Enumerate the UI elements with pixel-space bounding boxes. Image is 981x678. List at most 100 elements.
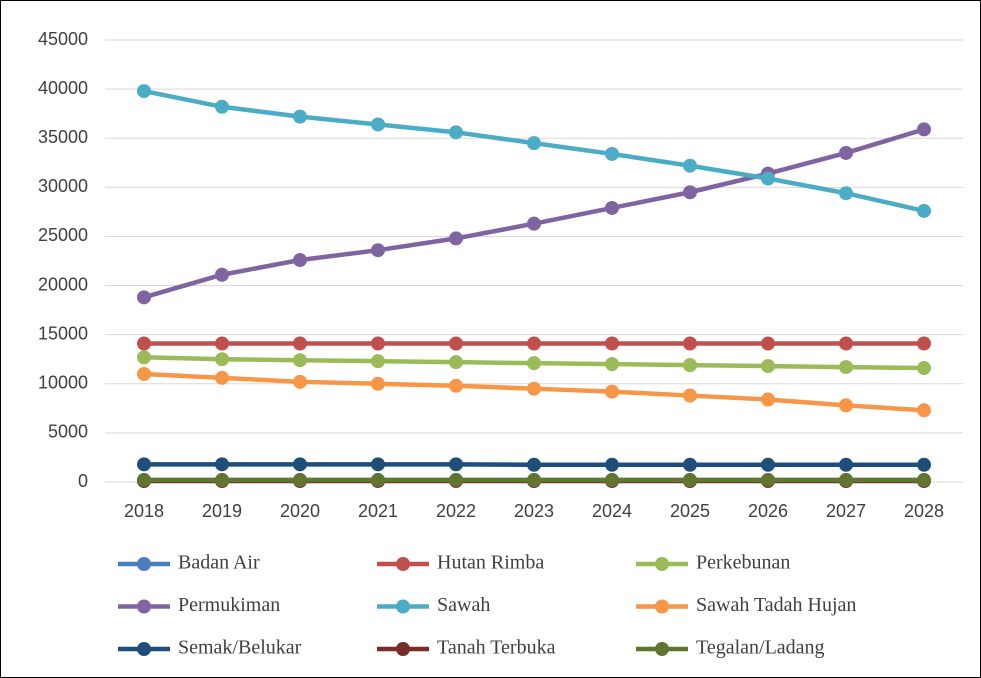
point [215, 99, 229, 114]
point [761, 171, 775, 186]
point [839, 145, 853, 160]
point [137, 473, 151, 488]
point [605, 336, 619, 351]
point [839, 473, 853, 488]
point [761, 336, 775, 351]
point [761, 392, 775, 407]
x-tick-label: 2023 [514, 501, 554, 521]
point [917, 203, 931, 218]
x-tick-label: 2027 [826, 501, 866, 521]
x-tick-label: 2020 [280, 501, 320, 521]
y-tick-label: 45000 [38, 29, 88, 49]
point [917, 403, 931, 418]
point [449, 355, 463, 370]
point [293, 374, 307, 389]
point [683, 388, 697, 403]
point [527, 336, 541, 351]
point [683, 358, 697, 373]
point [605, 457, 619, 472]
y-tick-label: 25000 [38, 225, 88, 245]
point [215, 352, 229, 367]
legend-marker [396, 557, 410, 571]
point [761, 359, 775, 374]
point [215, 473, 229, 488]
point [371, 117, 385, 132]
point [917, 122, 931, 137]
legend-marker [396, 599, 410, 614]
point [449, 336, 463, 351]
point [917, 457, 931, 472]
legend-label: Tegalan/Ladang [696, 637, 825, 659]
point [761, 473, 775, 488]
point [683, 158, 697, 173]
point [449, 457, 463, 472]
x-tick-label: 2026 [748, 501, 788, 521]
legend-marker [137, 599, 151, 614]
point [605, 384, 619, 399]
y-tick-label: 5000 [48, 422, 88, 442]
point [839, 457, 853, 472]
point [449, 125, 463, 140]
point [683, 336, 697, 351]
legend-marker [137, 642, 151, 656]
point [839, 398, 853, 413]
point [371, 457, 385, 472]
point [527, 457, 541, 472]
point [761, 457, 775, 472]
point [293, 457, 307, 472]
point [137, 336, 151, 351]
point [371, 473, 385, 488]
point [137, 366, 151, 381]
x-tick-label: 2022 [436, 501, 476, 521]
legend-label: Hutan Rimba [437, 552, 544, 574]
point [605, 200, 619, 215]
legend-label: Tanah Terbuka [437, 637, 556, 659]
point [917, 336, 931, 351]
point [839, 186, 853, 201]
y-tick-label: 35000 [38, 127, 88, 147]
point [371, 354, 385, 369]
x-tick-label: 2021 [358, 501, 398, 521]
legend-marker [655, 642, 669, 656]
point [839, 336, 853, 351]
x-tick-label: 2025 [670, 501, 710, 521]
point [527, 136, 541, 151]
point [215, 267, 229, 282]
point [137, 350, 151, 365]
y-tick-label: 15000 [38, 323, 88, 343]
point [527, 381, 541, 396]
point [527, 473, 541, 488]
point [371, 336, 385, 351]
point [215, 336, 229, 351]
x-tick-label: 2028 [904, 501, 944, 521]
point [527, 216, 541, 231]
y-tick-label: 0 [78, 471, 88, 491]
point [215, 370, 229, 385]
legend-marker [655, 557, 669, 571]
point [293, 109, 307, 124]
point [371, 243, 385, 258]
point [449, 378, 463, 393]
legend-label: Sawah Tadah Hujan [696, 594, 856, 616]
point [839, 360, 853, 375]
legend-marker [396, 642, 410, 656]
point [371, 376, 385, 391]
x-tick-label: 2018 [124, 501, 164, 521]
point [449, 231, 463, 246]
x-tick-label: 2024 [592, 501, 632, 521]
legend-label: Badan Air [178, 552, 260, 574]
point [293, 336, 307, 351]
point [917, 473, 931, 488]
y-tick-label: 40000 [38, 78, 88, 98]
x-tick-label: 2019 [202, 501, 242, 521]
point [137, 457, 151, 472]
legend-marker [655, 599, 669, 614]
point [605, 146, 619, 161]
point [293, 253, 307, 268]
point [683, 457, 697, 472]
point [683, 185, 697, 200]
legend-label: Sawah [437, 594, 490, 616]
point [293, 353, 307, 368]
legend-label: Perkebunan [696, 552, 790, 574]
point [917, 361, 931, 376]
